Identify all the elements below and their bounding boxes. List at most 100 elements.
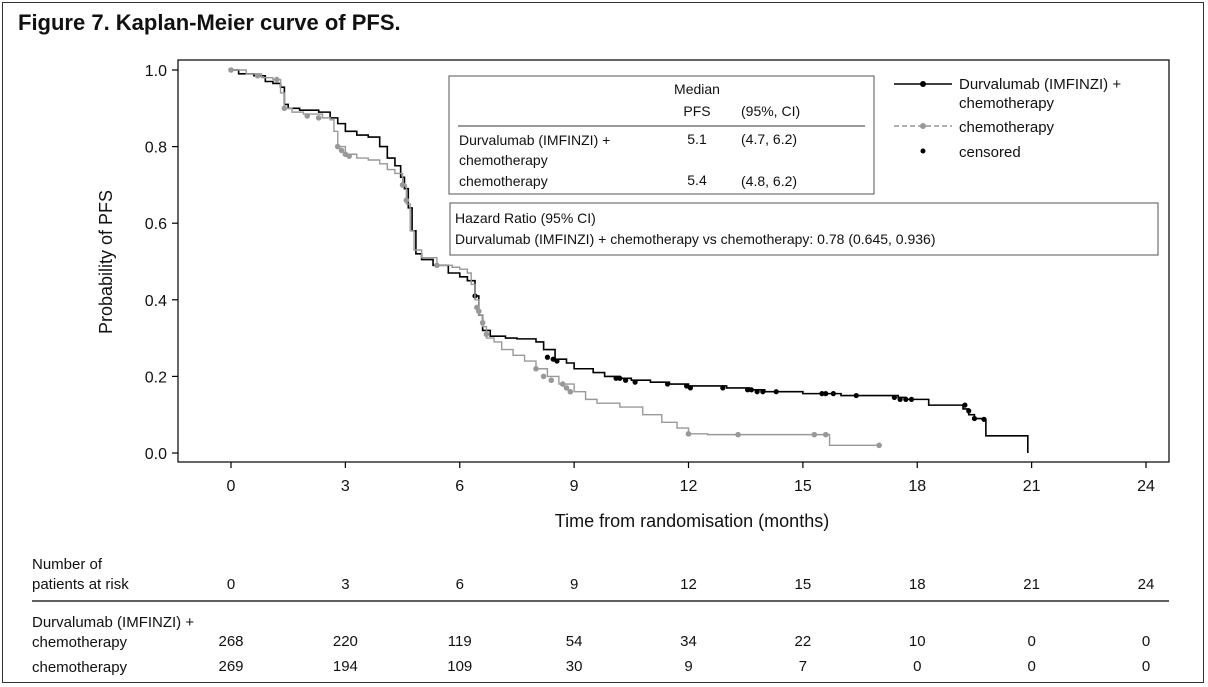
risk-count: 220 [333, 633, 358, 650]
x-tick-label: 18 [908, 478, 926, 495]
risk-count: 194 [333, 658, 358, 675]
durvalumab-censor-mark [720, 385, 726, 391]
risk-count: 9 [684, 658, 692, 675]
x-tick-label: 12 [680, 478, 698, 495]
chemotherapy-censor-mark [479, 319, 486, 326]
chemotherapy-censor-mark [540, 373, 547, 380]
risk-row1-label1: Durvalumab (IMFINZI) + [32, 614, 194, 631]
durvalumab-censor-mark [622, 377, 629, 383]
chemotherapy-censor-mark [533, 365, 539, 372]
survival-curves [228, 67, 1029, 453]
x-tick-label: 6 [455, 478, 464, 495]
durvalumab-censor-mark [903, 396, 909, 402]
durvalumab-censor-mark [823, 391, 829, 397]
chemotherapy-censor-mark [434, 262, 440, 269]
y-tick-label: 0.6 [145, 216, 167, 233]
legend-durva-marker [920, 81, 926, 87]
chemotherapy-censor-mark [822, 431, 829, 438]
risk-count: 0 [1027, 633, 1035, 650]
durvalumab-censor-mark [830, 391, 836, 397]
durvalumab-censor-mark [897, 396, 903, 402]
risk-count: 269 [218, 658, 243, 675]
risk-count: 268 [218, 633, 243, 650]
chemotherapy-censor-mark [403, 197, 410, 204]
risk-row2-label2: chemotherapy [32, 659, 128, 676]
durvalumab-censor-mark [760, 389, 766, 395]
chemotherapy-censor-mark [876, 442, 882, 449]
legend-chemo-label: chemotherapy [959, 119, 1055, 136]
risk-row1-label2: chemotherapy [32, 634, 128, 651]
chemotherapy-censor-mark [273, 76, 280, 83]
durvalumab-censor-mark [748, 387, 755, 393]
legend: Durvalumab (IMFINZI) + chemotherapy chem… [894, 76, 1121, 161]
durvalumab-censor-mark [971, 415, 978, 422]
risk-time-label: 9 [570, 576, 578, 593]
ci-header: (95%, CI) [741, 103, 800, 119]
x-tick-label: 21 [1023, 478, 1041, 495]
risk-count: 10 [909, 633, 926, 650]
y-axis-label: Probability of PFS [96, 190, 116, 334]
chemotherapy-censor-mark [811, 431, 818, 438]
durvalumab-censor-mark [554, 358, 560, 364]
risk-count: 0 [1142, 658, 1150, 675]
risk-table: Number of patients at risk 0 3 6 9 12 15 18 21 2… [32, 556, 1169, 676]
median-header-line2: PFS [683, 103, 710, 119]
durvalumab-censor-mark [891, 394, 897, 401]
durvalumab-censor-mark [687, 385, 694, 391]
chemotherapy-censor-mark [338, 147, 345, 154]
chemotherapy-censor-mark [567, 388, 574, 395]
chemotherapy-censor-mark [315, 115, 322, 121]
risk-count: 0 [1142, 633, 1150, 650]
chemotherapy-censor-mark [735, 431, 741, 438]
median-row1-label2: chemotherapy [459, 152, 548, 168]
hazard-line2: Durvalumab (IMFINZI) + chemotherapy vs c… [455, 231, 936, 247]
legend-censored-label: censored [959, 144, 1021, 161]
chemotherapy-censor-mark [476, 308, 482, 315]
risk-count: 0 [1027, 658, 1035, 675]
y-tick-label: 0.2 [145, 369, 167, 386]
median-table: Median PFS (95%, CI) Durvalumab (IMFINZI… [448, 75, 875, 195]
risk-time-label: 21 [1023, 576, 1040, 593]
risk-time-label: 18 [909, 576, 926, 593]
risk-count: 109 [447, 658, 472, 675]
risk-time-labels: 0 3 6 9 12 15 18 21 24 [227, 576, 1155, 593]
x-tick-label: 15 [794, 478, 812, 495]
risk-values: 268 220 119 54 34 22 10 0 0 269 194 109 30 9 7 0 0 0 [218, 633, 1150, 675]
hazard-box-frame [449, 202, 1159, 256]
y-tick-label: 0.4 [145, 293, 167, 310]
durvalumab-censor-mark [754, 389, 760, 395]
chemotherapy-censor-mark [346, 153, 352, 159]
chemotherapy-censor-mark [685, 431, 692, 437]
durvalumab-censor-mark [819, 391, 825, 397]
risk-header-line2: patients at risk [32, 576, 129, 593]
risk-header-line1: Number of [32, 556, 103, 573]
chemotherapy-censor-mark [281, 105, 288, 112]
durvalumab-censor-mark [773, 389, 779, 395]
y-tick-label: 0.0 [145, 446, 167, 463]
durvalumab-censor-mark [981, 416, 987, 422]
durvalumab-censor-mark [632, 379, 638, 385]
risk-count: 34 [680, 633, 697, 650]
durvalumab-censor-mark [962, 402, 968, 408]
median-row1-value: 5.1 [687, 131, 707, 147]
chemotherapy-censor-mark [228, 67, 234, 73]
legend-chemo-marker [920, 123, 926, 129]
chemotherapy-censor-mark [559, 381, 566, 387]
x-tick-label: 0 [227, 478, 236, 495]
risk-time-label: 24 [1138, 576, 1155, 593]
durvalumab-censor-mark [544, 354, 551, 360]
durvalumab-censor-mark [744, 387, 751, 393]
durvalumab-censor-mark [613, 375, 619, 381]
x-tick-label: 9 [570, 478, 579, 495]
median-row1-ci: (4.7, 6.2) [741, 131, 797, 147]
chemotherapy-censor-mark [254, 72, 261, 79]
chemotherapy-censor-mark [334, 143, 341, 150]
median-row2-value: 5.4 [687, 172, 707, 188]
x-axis-label: Time from randomisation (months) [555, 511, 829, 531]
median-row2-label1: chemotherapy [459, 173, 548, 189]
chemotherapy-curve [231, 69, 880, 447]
risk-count: 22 [795, 633, 812, 650]
risk-time-label: 12 [680, 576, 697, 593]
x-axis-ticks: 0 3 6 9 12 15 18 21 24 [227, 462, 1155, 495]
median-table-box [448, 75, 875, 195]
